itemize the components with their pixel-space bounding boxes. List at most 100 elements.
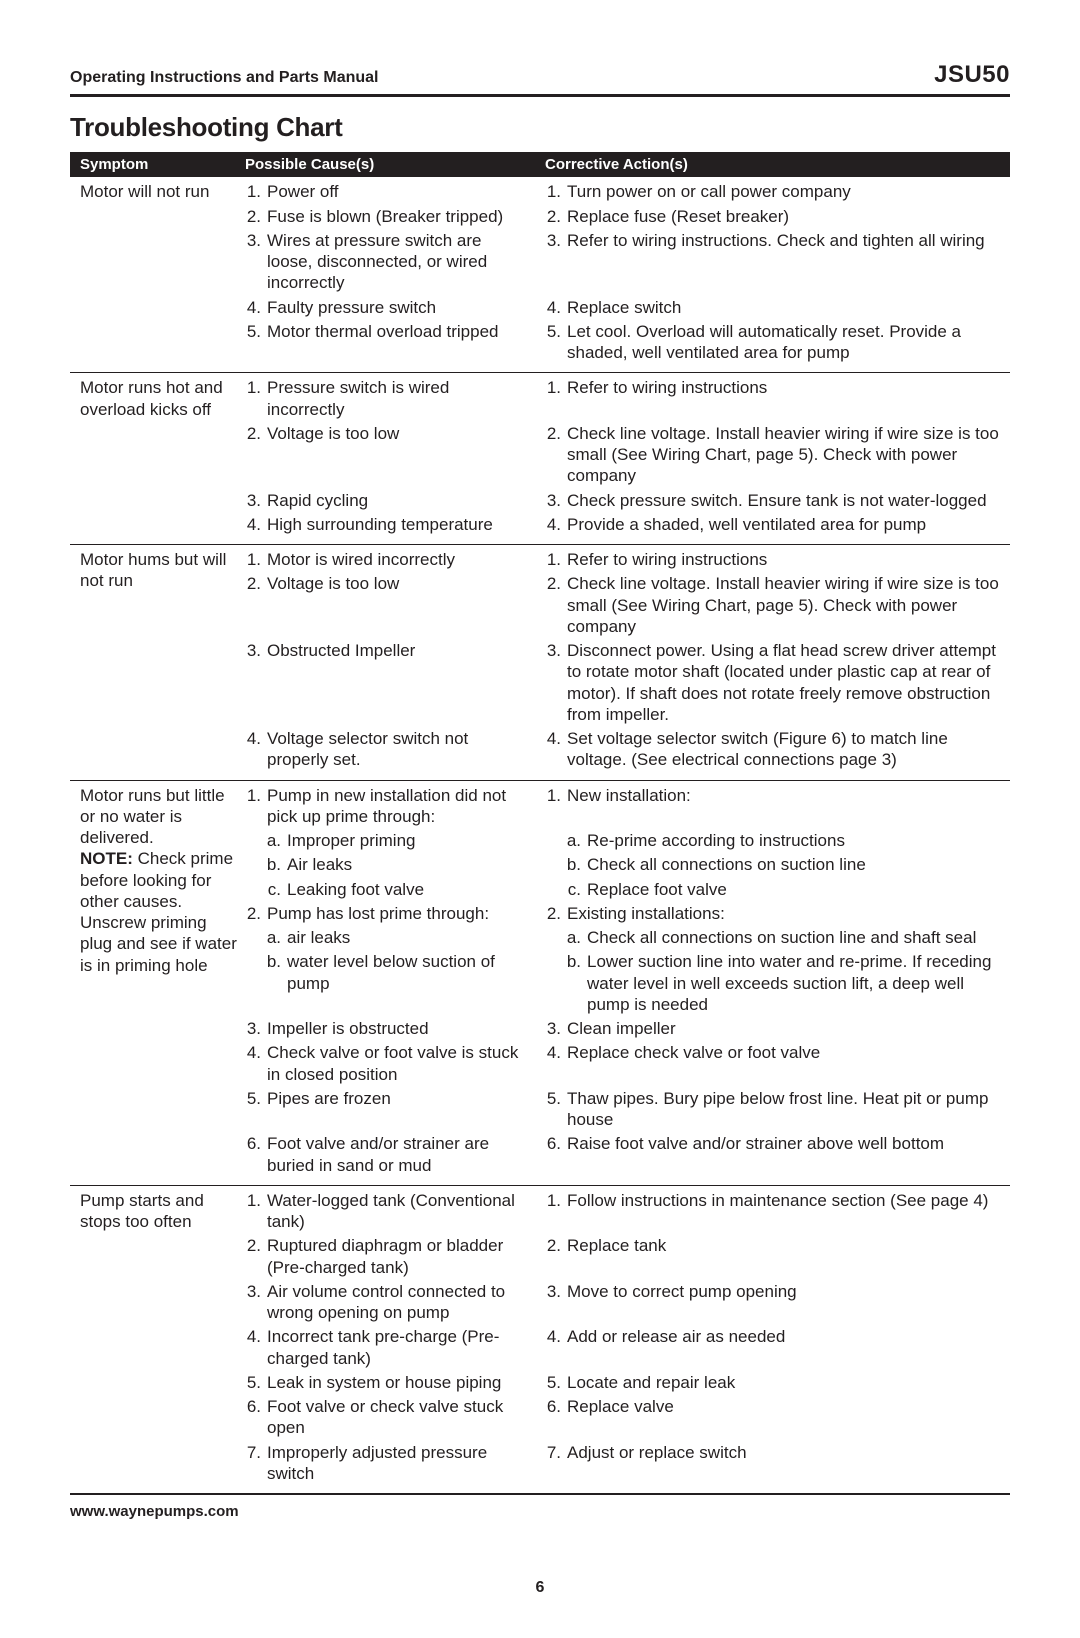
col-header-symptom: Symptom (70, 156, 245, 175)
action-cell: b.Check all connections on suction line (545, 854, 1010, 875)
action-cell: 4.Replace switch (545, 297, 1010, 318)
cause-text: Fuse is blown (Breaker tripped) (267, 206, 531, 227)
cause-action-row: b.water level below suction of pumpb. Low… (245, 951, 1010, 1015)
page-header: Operating Instructions and Parts Manual … (70, 60, 1010, 97)
item-number: 2. (545, 573, 567, 637)
cause-action-list: 1.Pressure switch is wired incorrectly1.… (245, 377, 1010, 538)
cause-cell: 4.Voltage selector switch not properly s… (245, 728, 545, 771)
cause-cell: 5.Pipes are frozen (245, 1088, 545, 1131)
col-header-causes: Possible Cause(s) (245, 156, 545, 175)
item-number: 2. (245, 1235, 267, 1278)
cause-action-row: 1.Motor is wired incorrectly1.Refer to w… (245, 549, 1010, 570)
cause-cell: 2.Voltage is too low (245, 423, 545, 487)
cause-action-row: 2.Ruptured diaphragm or bladder (Pre-cha… (245, 1235, 1010, 1278)
cause-text: Power off (267, 181, 531, 202)
item-number: 6. (545, 1133, 567, 1176)
cause-cell: 3.Obstructed Impeller (245, 640, 545, 725)
action-text: Replace valve (567, 1396, 1000, 1439)
item-number: 4. (245, 297, 267, 318)
cause-text: Voltage selector switch not properly set… (267, 728, 531, 771)
action-cell: 4.Replace check valve or foot valve (545, 1042, 1010, 1085)
action-text: Let cool. Overload will automatically re… (567, 321, 1000, 364)
action-text: Set voltage selector switch (Figure 6) t… (567, 728, 1000, 771)
action-cell: 3.Clean impeller (545, 1018, 1010, 1039)
item-number: 1. (545, 1190, 567, 1233)
item-number: 7. (545, 1442, 567, 1485)
cause-cell: b.water level below suction of pump (245, 951, 545, 1015)
cause-action-row: 6.Foot valve and/or strainer are buried … (245, 1133, 1010, 1176)
item-number: 4. (245, 1326, 267, 1369)
action-cell: 3.Check pressure switch. Ensure tank is … (545, 490, 1010, 511)
cause-cell: 3.Rapid cycling (245, 490, 545, 511)
item-number: 6. (245, 1133, 267, 1176)
cause-cell: 4.Check valve or foot valve is stuck in … (245, 1042, 545, 1085)
cause-text: Air volume control connected to wrong op… (267, 1281, 531, 1324)
cause-action-row: 1.Pump in new installation did not pick … (245, 785, 1010, 828)
cause-cell: 1.Pressure switch is wired incorrectly (245, 377, 545, 420)
cause-action-row: 5.Pipes are frozen5.Thaw pipes. Bury pip… (245, 1088, 1010, 1131)
cause-cell: 3.Air volume control connected to wrong … (245, 1281, 545, 1324)
item-number: 3. (245, 490, 267, 511)
cause-action-row: 7.Improperly adjusted pressure switch7.A… (245, 1442, 1010, 1485)
item-number: 5. (545, 321, 567, 364)
cause-action-row: 4.High surrounding temperature4.Provide … (245, 514, 1010, 535)
item-number: 2. (245, 573, 267, 637)
action-text: Lower suction line into water and re-pri… (587, 951, 1000, 1015)
table-section: Motor will not run1.Power off1.Turn powe… (70, 177, 1010, 373)
cause-text: Voltage is too low (267, 573, 531, 637)
action-cell: a.Re-prime according to instructions (545, 830, 1010, 851)
header-left: Operating Instructions and Parts Manual (70, 68, 379, 88)
action-cell: 5.Let cool. Overload will automatically … (545, 321, 1010, 364)
item-number: 4. (545, 514, 567, 535)
item-number: 4. (545, 297, 567, 318)
sub-letter: b. (265, 951, 287, 1015)
action-text: Replace check valve or foot valve (567, 1042, 1000, 1085)
item-number: 3. (545, 1018, 567, 1039)
cause-cell: 6.Foot valve and/or strainer are buried … (245, 1133, 545, 1176)
cause-cell: 2.Pump has lost prime through: (245, 903, 545, 924)
cause-text: Impeller is obstructed (267, 1018, 531, 1039)
item-number: 2. (545, 423, 567, 487)
item-number: 3. (545, 640, 567, 725)
cause-cell: 6.Foot valve or check valve stuck open (245, 1396, 545, 1439)
item-number: 1. (245, 181, 267, 202)
cause-action-row: 3. Impeller is obstructed 3.Clean impeller (245, 1018, 1010, 1039)
action-cell: 1.Refer to wiring instructions (545, 549, 1010, 570)
action-text: Check pressure switch. Ensure tank is no… (567, 490, 1000, 511)
cause-cell: 2.Fuse is blown (Breaker tripped) (245, 206, 545, 227)
cause-cell: 1.Water-logged tank (Conventional tank) (245, 1190, 545, 1233)
cause-action-row: 3.Obstructed Impeller3.Disconnect power.… (245, 640, 1010, 725)
action-text: Refer to wiring instructions (567, 377, 1000, 420)
item-number: 4. (545, 728, 567, 771)
table-body: Motor will not run1.Power off1.Turn powe… (70, 177, 1010, 1495)
cause-cell: 5.Motor thermal overload tripped (245, 321, 545, 364)
action-text: Check all connections on suction line an… (587, 927, 1000, 948)
action-cell: 5.Locate and repair leak (545, 1372, 1010, 1393)
symptom-cell: Motor runs but little or no water is del… (70, 785, 245, 1179)
cause-action-row: a.air leaksa.Check all connections on su… (245, 927, 1010, 948)
table-header-row: Symptom Possible Cause(s) Corrective Act… (70, 152, 1010, 178)
action-cell: 1.Turn power on or call power company (545, 181, 1010, 202)
item-number: 5. (545, 1088, 567, 1131)
action-cell: 2.Check line voltage. Install heavier wi… (545, 423, 1010, 487)
cause-action-row: 4.Incorrect tank pre-charge (Pre-charged… (245, 1326, 1010, 1369)
item-number: 5. (245, 1088, 267, 1131)
item-number: 4. (245, 728, 267, 771)
item-number: 1. (245, 377, 267, 420)
action-cell: 3.Refer to wiring instructions. Check an… (545, 230, 1010, 294)
action-text: Replace fuse (Reset breaker) (567, 206, 1000, 227)
cause-text: Obstructed Impeller (267, 640, 531, 725)
cause-cell: 2.Ruptured diaphragm or bladder (Pre-cha… (245, 1235, 545, 1278)
action-text: Thaw pipes. Bury pipe below frost line. … (567, 1088, 1000, 1131)
action-cell: 3.Move to correct pump opening (545, 1281, 1010, 1324)
cause-text: Pipes are frozen (267, 1088, 531, 1131)
cause-text: Pump in new installation did not pick up… (267, 785, 531, 828)
action-cell: 1.New installation: (545, 785, 1010, 828)
cause-text: Air leaks (287, 854, 531, 875)
cause-cell: 1.Motor is wired incorrectly (245, 549, 545, 570)
sub-letter: a. (265, 927, 287, 948)
action-text: Replace tank (567, 1235, 1000, 1278)
action-cell: 7.Adjust or replace switch (545, 1442, 1010, 1485)
footer-url: www.waynepumps.com (70, 1503, 1010, 1522)
action-text: Adjust or replace switch (567, 1442, 1000, 1485)
